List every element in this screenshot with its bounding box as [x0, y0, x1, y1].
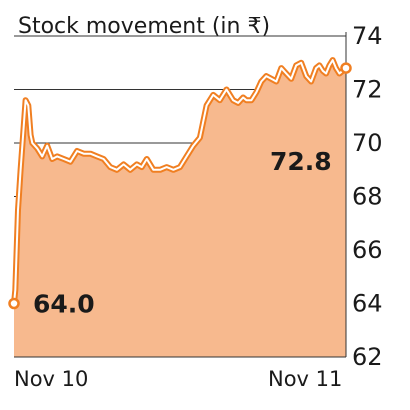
label-layer: Nov 10 Nov 11 64.0 72.8 — [8, 62, 352, 391]
y-tick-label-64: 64 — [352, 290, 383, 318]
y-tick-label-72: 72 — [352, 76, 383, 104]
y-tick-label-68: 68 — [352, 183, 383, 211]
y-tick-label-74: 74 — [352, 22, 383, 50]
y-tick-label-66: 66 — [352, 236, 383, 264]
axis-layer: 62 64 66 68 70 72 74 — [14, 22, 383, 371]
chart-title: Stock movement (in ₹) — [18, 14, 270, 39]
area-fill — [14, 60, 346, 357]
y-tick-label-70: 70 — [352, 129, 383, 157]
area-layer — [14, 60, 346, 357]
series-line-inner — [13, 59, 347, 305]
line-layer — [11, 57, 349, 307]
x-tick-label-1: Nov 11 — [268, 367, 342, 391]
annotation-marker-1 — [340, 62, 352, 74]
annotation-marker-0 — [8, 297, 20, 310]
x-tick-label-0: Nov 10 — [14, 367, 88, 391]
annotation-label-1: 72.8 — [270, 147, 332, 176]
y-tick-label-62: 62 — [352, 343, 383, 371]
annotation-label-0: 64.0 — [33, 290, 95, 319]
